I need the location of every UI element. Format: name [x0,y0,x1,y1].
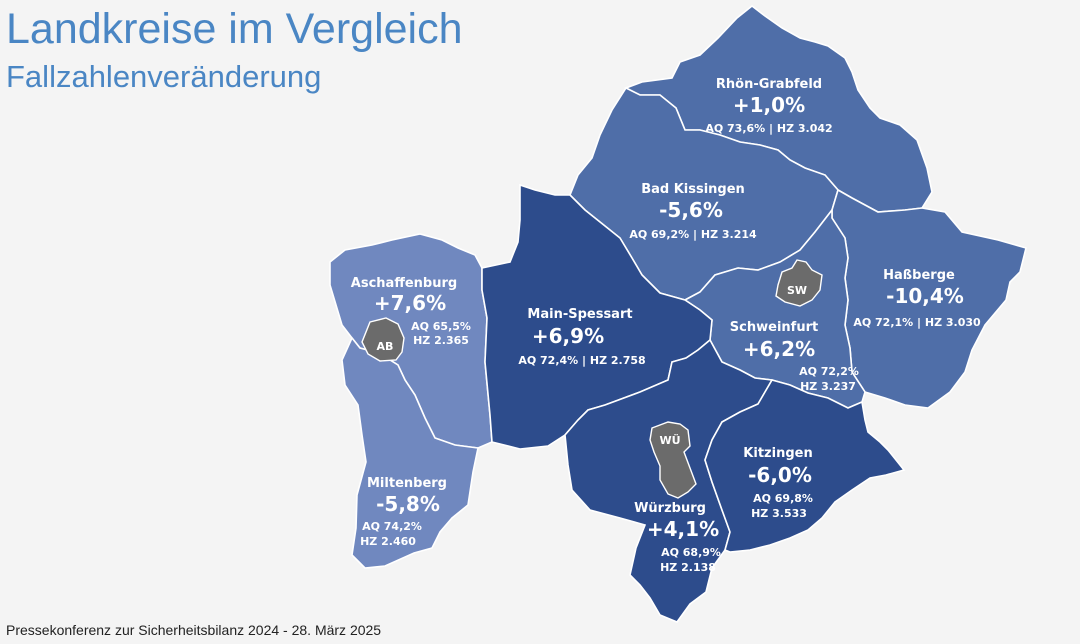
district-hz-kitzingen: HZ 3.533 [751,507,807,520]
footer-text: Pressekonferenz zur Sicherheitsbilanz 20… [6,622,382,638]
district-name-miltenberg: Miltenberg [367,476,447,491]
district-change-kitzingen: -6,0% [748,463,812,487]
district-name-aschaffenburg: Aschaffenburg [351,276,457,291]
district-name-main-spessart: Main-Spessart [527,307,632,322]
district-name-kitzingen: Kitzingen [743,446,812,461]
city-schweinfurt-shape [775,259,823,307]
district-stats-main-spessart: AQ 72,4% | HZ 2.758 [518,354,645,367]
district-change-main-spessart: +6,9% [532,324,604,348]
region-kitzingen[interactable] [704,379,906,553]
district-stats-bad-kissingen: AQ 69,2% | HZ 3.214 [629,228,757,241]
district-change-wuerzburg: +4,1% [647,517,719,541]
district-aq-aschaffenburg: AQ 65,5% [411,320,471,333]
page-title: Landkreise im Vergleich [6,5,463,53]
region-miltenberg[interactable] [341,336,479,569]
district-name-hassberge: Haßberge [883,268,955,283]
city-label-sw: SW [787,284,807,297]
district-stats-rhoen-grabfeld: AQ 73,6% | HZ 3.042 [705,122,832,135]
district-change-schweinfurt: +6,2% [743,337,815,361]
district-change-hassberge: -10,4% [886,284,964,308]
district-hz-aschaffenburg: HZ 2.365 [413,334,469,347]
district-change-miltenberg: -5,8% [376,492,440,516]
city-label-wue: WÜ [659,433,680,447]
city-aschaffenburg-shape [361,317,405,362]
district-stats-hassberge: AQ 72,1% | HZ 3.030 [853,316,981,329]
district-aq-schweinfurt: AQ 72,2% [799,365,859,378]
district-name-bad-kissingen: Bad Kissingen [641,182,745,197]
district-change-rhoen-grabfeld: +1,0% [733,93,805,117]
district-change-aschaffenburg: +7,6% [374,291,446,315]
district-hz-schweinfurt: HZ 3.237 [800,380,856,393]
district-change-bad-kissingen: -5,6% [659,198,723,222]
district-aq-miltenberg: AQ 74,2% [362,520,422,533]
page-subtitle: Fallzahlenveränderung [6,59,322,94]
city-wuerzburg-shape [649,421,697,499]
district-aq-kitzingen: AQ 69,8% [753,492,813,505]
district-name-schweinfurt: Schweinfurt [730,320,818,335]
district-name-wuerzburg: Würzburg [634,501,706,516]
district-aq-wuerzburg: AQ 68,9% [661,546,721,559]
district-hz-wuerzburg: HZ 2.138 [660,561,716,574]
district-name-rhoen-grabfeld: Rhön-Grabfeld [716,77,822,92]
district-hz-miltenberg: HZ 2.460 [360,535,416,548]
city-label-ab: AB [377,340,394,353]
